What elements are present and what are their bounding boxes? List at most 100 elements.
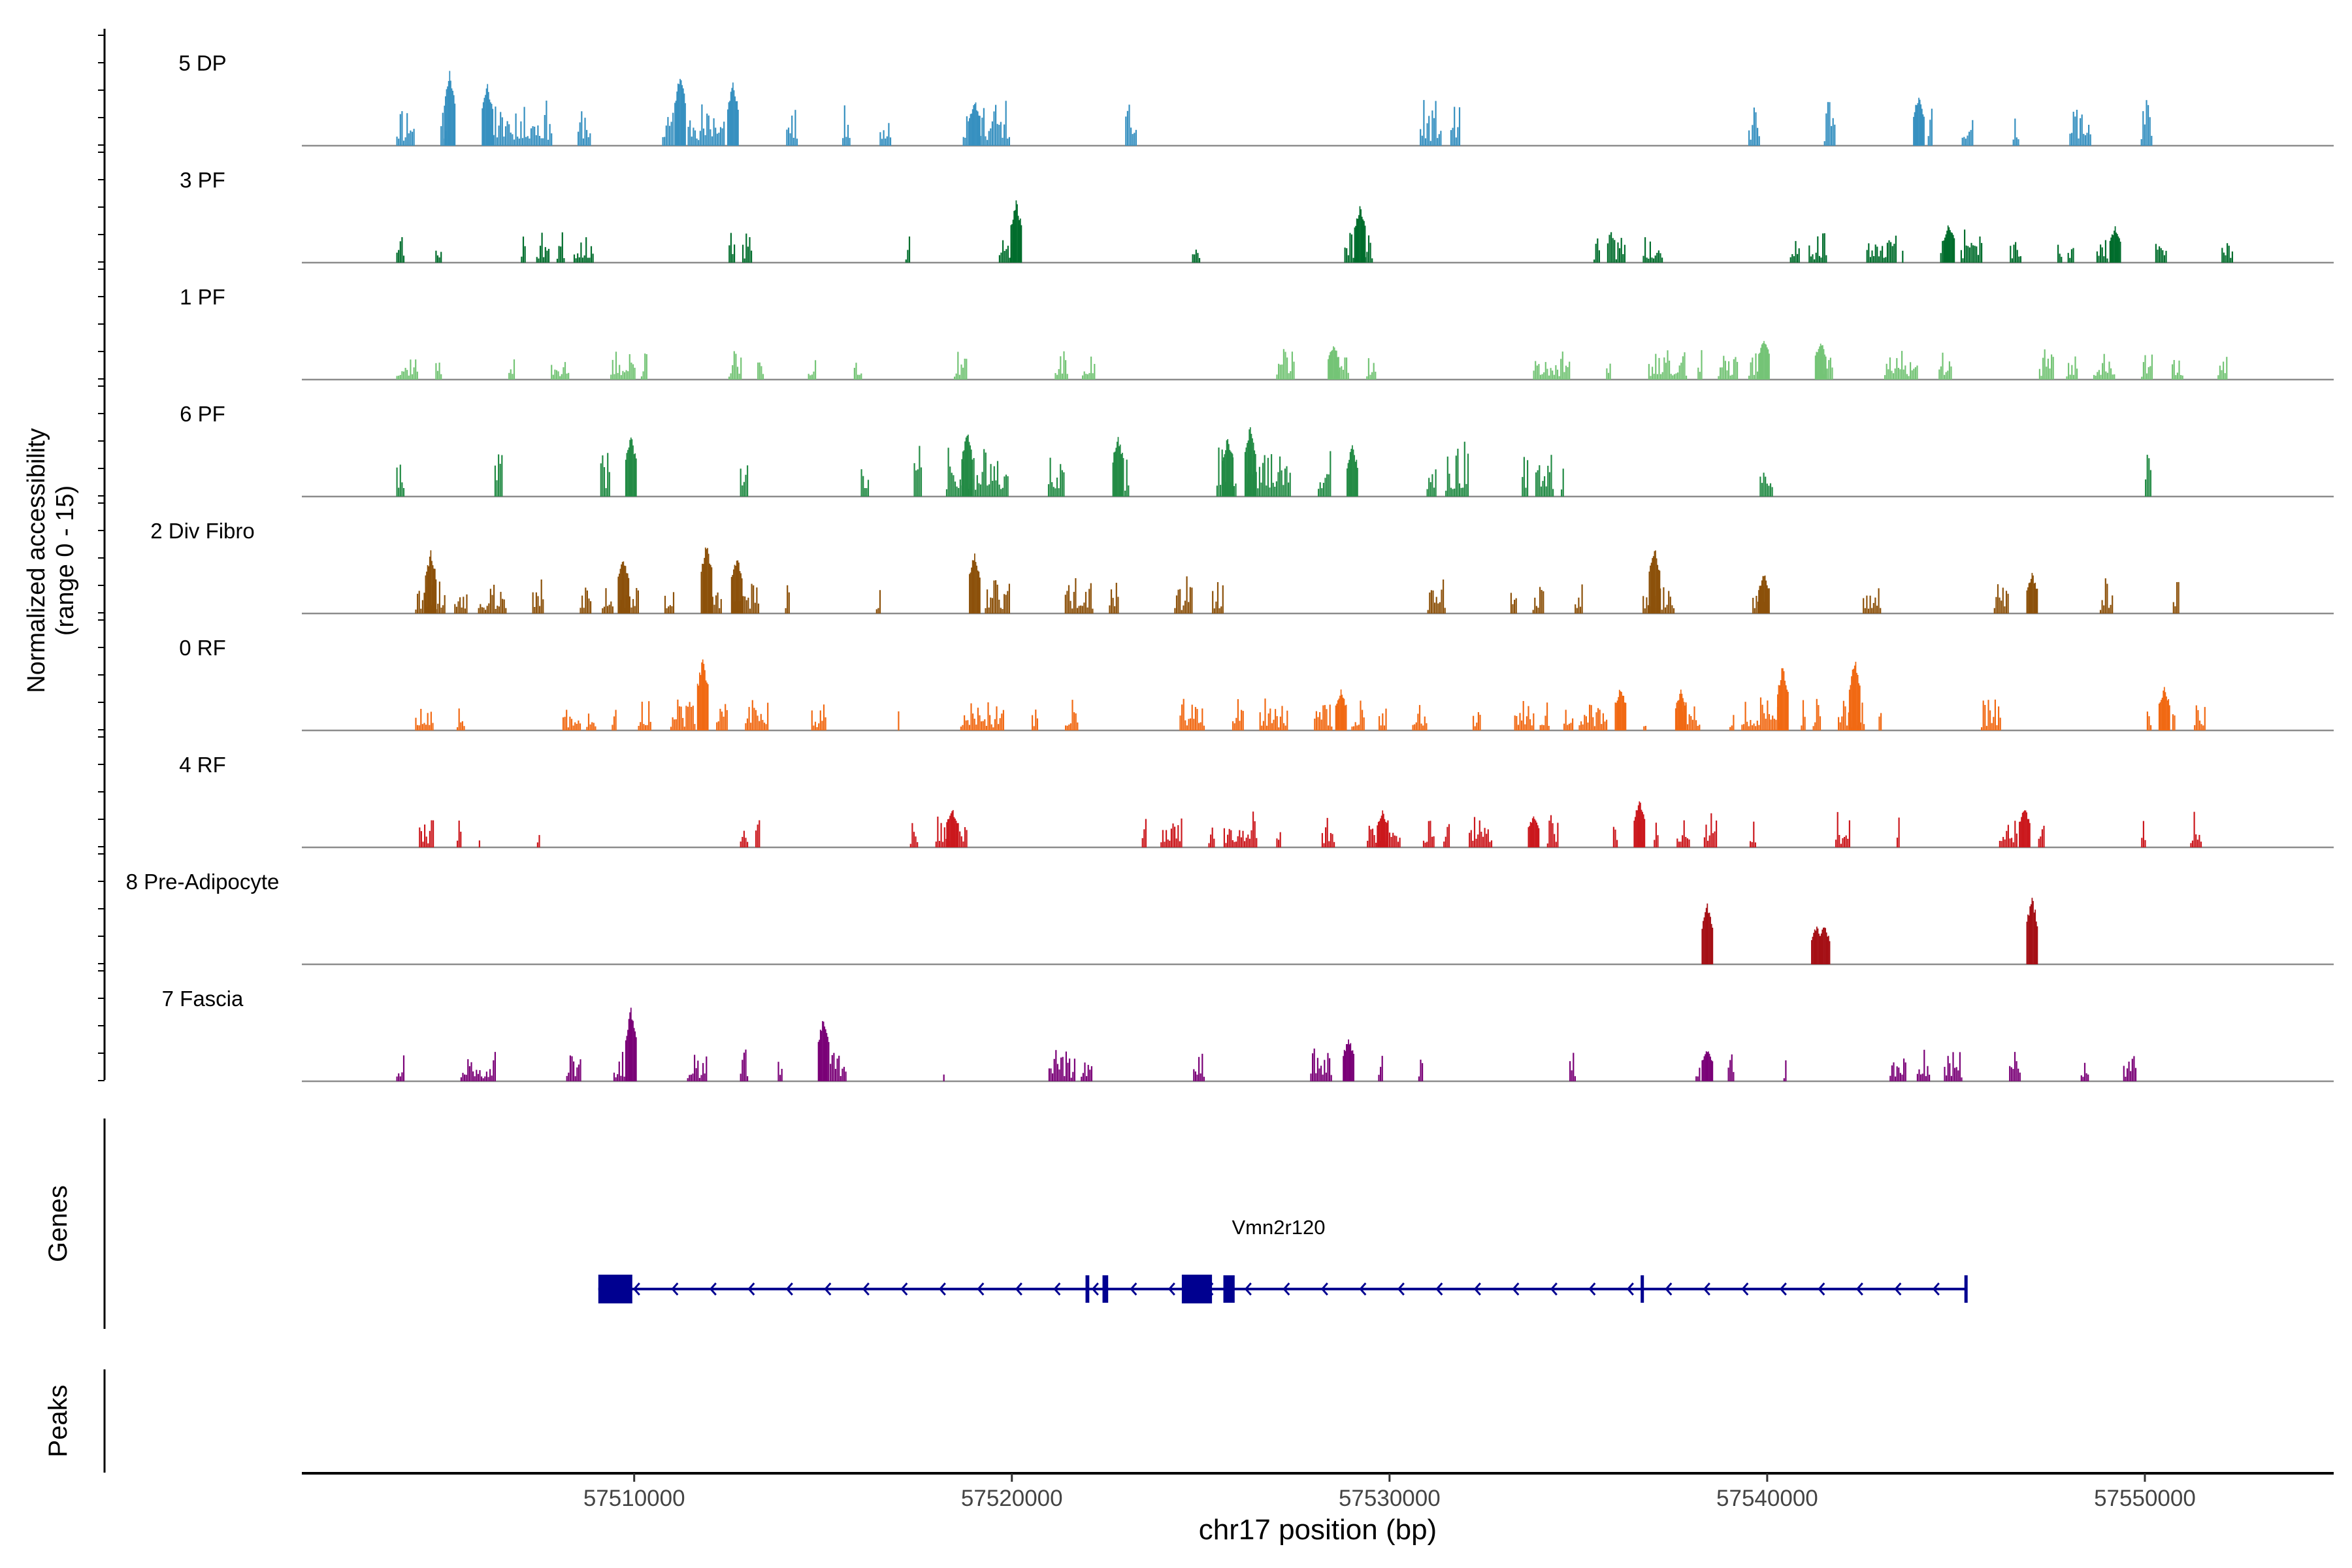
coverage-bar	[568, 1072, 570, 1081]
coverage-bar	[942, 841, 944, 847]
coverage-peak-bar	[1252, 442, 1254, 497]
coverage-bar	[569, 716, 571, 730]
coverage-peak-bar	[1763, 340, 1765, 380]
coverage-bar	[1863, 724, 1865, 730]
coverage-bar	[706, 1056, 708, 1081]
coverage-bar	[885, 139, 887, 146]
coverage-bar	[1703, 837, 1705, 847]
coverage-peak-bar	[1364, 221, 1365, 263]
coverage-bar	[1420, 723, 1422, 730]
coverage-bar	[988, 607, 990, 613]
coverage-peak-bar	[1952, 233, 1953, 263]
coverage-peak-bar	[730, 577, 732, 613]
coverage-bar	[1320, 719, 1322, 730]
coverage-bar	[1729, 727, 1731, 730]
coverage-bar	[1582, 724, 1584, 730]
coverage-bar	[1232, 721, 1234, 730]
coverage-bar	[1825, 113, 1827, 146]
coverage-bar	[1220, 485, 1222, 497]
coverage-bar	[587, 137, 589, 146]
coverage-peak-bar	[1812, 936, 1814, 964]
coverage-bar	[2018, 256, 2020, 263]
coverage-bar	[2230, 257, 2232, 263]
coverage-bar	[2225, 255, 2227, 263]
coverage-bar	[544, 115, 546, 146]
coverage-bar	[1864, 608, 1866, 613]
coverage-peak-bar	[1537, 825, 1539, 847]
coverage-peak-bar	[448, 81, 449, 146]
coverage-bar	[1825, 255, 1827, 263]
coverage-bar	[396, 252, 398, 263]
coverage-bar	[1880, 250, 1882, 263]
coverage-peak-bar	[946, 822, 948, 847]
coverage-bar	[1544, 715, 1546, 730]
coverage-bar	[551, 133, 553, 146]
coverage-bar	[2142, 362, 2144, 380]
coverage-bar	[2190, 843, 2192, 847]
coverage-bar	[570, 719, 573, 730]
coverage-bar	[1007, 591, 1009, 613]
coverage-bar	[2140, 139, 2142, 146]
coverage-bar	[1094, 364, 1096, 380]
coverage-bar	[578, 131, 580, 146]
coverage-bar	[1896, 838, 1899, 847]
coverage-bar	[1748, 376, 1750, 380]
coverage-bar	[1904, 365, 1906, 380]
coverage-bar	[1987, 700, 1989, 730]
coverage-peak-bar	[628, 1019, 630, 1081]
coverage-bar	[1533, 370, 1535, 380]
coverage-bar	[2133, 1056, 2135, 1081]
coverage-bar	[982, 721, 984, 730]
coverage-bar	[1657, 835, 1659, 847]
coverage-bar	[2114, 374, 2115, 380]
coverage-peak-bar	[1633, 821, 1635, 847]
coverage-bar	[2080, 118, 2082, 146]
coverage-peak-bar	[1348, 1039, 1349, 1081]
coverage-peak-bar	[633, 1028, 635, 1081]
coverage-bar	[716, 722, 718, 730]
coverage-bar	[1115, 583, 1117, 613]
coverage-bar	[745, 233, 747, 263]
coverage-bar	[1475, 838, 1477, 847]
coverage-bar	[713, 118, 715, 146]
coverage-bar	[1060, 356, 1062, 380]
coverage-peak-bar	[1345, 1051, 1347, 1081]
coverage-peak-bar	[1527, 827, 1529, 847]
coverage-bar	[1751, 725, 1754, 730]
gene-strand-arrow	[1894, 1282, 1902, 1296]
coverage-peak-bar	[628, 578, 630, 613]
coverage-bar	[585, 587, 587, 613]
track-2-div-fibro: 2 Div Fibro	[150, 519, 2334, 615]
coverage-bar	[755, 830, 757, 847]
coverage-bar	[418, 591, 420, 613]
coverage-peak-bar	[627, 449, 629, 497]
coverage-bar	[1968, 247, 1970, 263]
coverage-bar	[867, 480, 870, 497]
coverage-peak-bar	[1913, 116, 1914, 146]
coverage-bar	[2221, 248, 2223, 263]
gene-model	[598, 1275, 1968, 1303]
coverage-bar	[581, 257, 584, 263]
coverage-peak-bar	[453, 95, 455, 146]
coverage-bar	[998, 724, 1000, 730]
coverage-bar	[763, 723, 766, 730]
coverage-bar	[571, 1056, 573, 1081]
coverage-bar	[1073, 591, 1075, 613]
coverage-bar	[1424, 716, 1426, 730]
coverage-bar	[1665, 363, 1667, 380]
coverage-bar	[645, 354, 647, 380]
coverage-peak-bar	[1917, 103, 1919, 146]
coverage-peak-bar	[2166, 700, 2168, 730]
coverage-bar	[1878, 716, 1880, 730]
coverage-bar	[396, 467, 398, 497]
coverage-bar	[1829, 357, 1831, 380]
coverage-bar	[1863, 598, 1865, 613]
coverage-peak-bar	[1824, 354, 1825, 380]
coverage-bar	[1607, 372, 1610, 380]
coverage-bar	[1274, 487, 1276, 497]
coverage-bar	[1535, 361, 1537, 380]
coverage-bar	[1541, 725, 1543, 730]
coverage-bar	[1519, 713, 1521, 730]
coverage-bar	[1535, 606, 1537, 613]
coverage-peak-bar	[1354, 227, 1356, 263]
